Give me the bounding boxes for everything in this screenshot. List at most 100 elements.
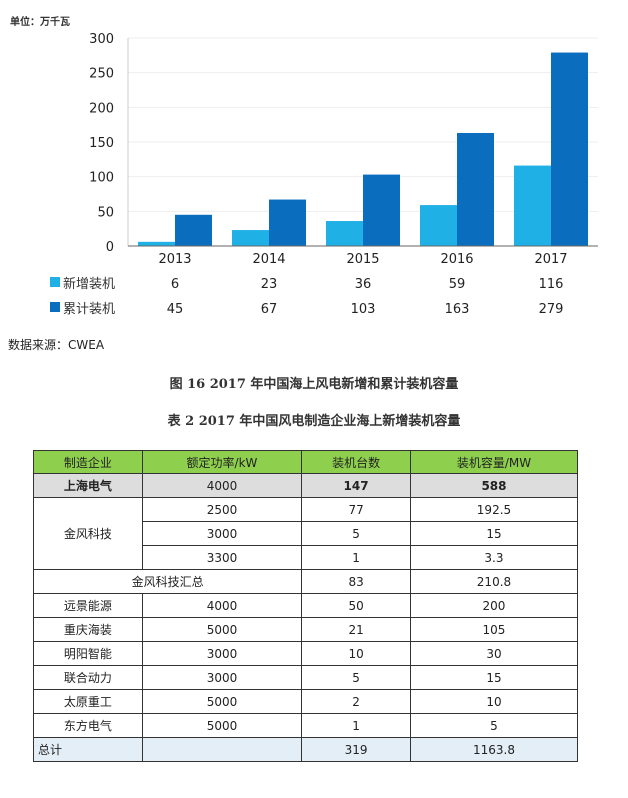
bar-2013-new xyxy=(138,241,175,246)
legend-swatch xyxy=(50,277,60,287)
legend-label: 新增装机 xyxy=(63,276,115,292)
cell: 30 xyxy=(409,641,579,666)
table-row: 金风科技 2500 77 192.5 xyxy=(33,497,579,570)
table-row: 太原重工 5000 2 10 xyxy=(33,689,579,714)
cell: 2 xyxy=(301,689,411,714)
y-tick-label: 300 xyxy=(89,32,114,47)
bar-2015-new xyxy=(326,221,363,246)
cell: 5 xyxy=(301,665,411,690)
cell: 210.8 xyxy=(409,569,579,594)
table-row: 重庆海装 5000 21 105 xyxy=(33,617,579,642)
cell: 1 xyxy=(301,713,411,738)
cell: 319 xyxy=(301,737,411,762)
cell: 金风科技汇总 xyxy=(32,569,303,594)
cell: 2500 xyxy=(141,497,303,522)
data-label: 103 xyxy=(351,302,376,317)
data-label: 36 xyxy=(355,277,372,292)
figure-caption: 图 16 2017 年中国海上风电新增和累计装机容量 xyxy=(169,377,459,392)
cell: 4000 xyxy=(141,593,303,618)
x-tick-label: 2016 xyxy=(440,252,473,267)
legend-swatch xyxy=(50,302,60,312)
table-caption: 表 2 2017 年中国风电制造企业海上新增装机容量 xyxy=(167,414,461,429)
x-tick-label: 2015 xyxy=(346,252,379,267)
y-tick-label: 0 xyxy=(106,240,114,255)
bar-2013-cumulative xyxy=(175,214,212,246)
cell: 远景能源 xyxy=(33,593,143,618)
total-row: 总计 319 1163.8 xyxy=(33,737,579,762)
table-row: 远景能源 4000 50 200 xyxy=(33,593,579,618)
cell: 10 xyxy=(301,641,411,666)
bar-2016-new xyxy=(420,205,457,246)
cell: 5000 xyxy=(141,689,303,714)
x-tick-label: 2013 xyxy=(158,252,191,267)
cell: 4000 xyxy=(141,473,303,498)
cell: 3000 xyxy=(141,641,303,666)
cell: 21 xyxy=(301,617,411,642)
bar-2015-cumulative xyxy=(363,174,400,246)
bar-2016-cumulative xyxy=(457,132,494,246)
cell: 200 xyxy=(409,593,579,618)
table-header: 制造企业 额定功率/kW 装机台数 装机容量/MW xyxy=(33,450,579,474)
header-cell: 装机台数 xyxy=(301,450,411,474)
cell: 105 xyxy=(409,617,579,642)
table-row: 东方电气 5000 1 5 xyxy=(33,713,579,738)
y-tick-label: 200 xyxy=(89,101,114,116)
header-cell: 制造企业 xyxy=(33,450,143,474)
cell: 10 xyxy=(409,689,579,714)
header-cell: 装机容量/MW xyxy=(409,450,579,474)
cell: 192.5 xyxy=(409,497,579,522)
bar-2014-new xyxy=(232,230,269,246)
cell: 5 xyxy=(409,713,579,738)
cell: 东方电气 xyxy=(33,713,143,738)
cell: 588 xyxy=(409,473,579,498)
data-label: 45 xyxy=(167,302,184,317)
table-row: 3300 1 3.3 xyxy=(34,545,579,570)
y-tick-label: 50 xyxy=(97,205,114,220)
legend-label: 累计装机 xyxy=(63,302,115,317)
cell xyxy=(141,737,303,762)
table-row: 3000 5 15 xyxy=(34,521,579,546)
cell: 3000 xyxy=(141,665,303,690)
cell: 太原重工 xyxy=(33,689,143,714)
cell: 重庆海装 xyxy=(33,617,143,642)
table-row: 上海电气 4000 147 588 xyxy=(33,473,579,498)
data-label: 279 xyxy=(539,302,564,317)
cell: 1163.8 xyxy=(409,737,579,762)
cell: 明阳智能 xyxy=(33,641,143,666)
bar-2014-cumulative xyxy=(269,199,306,246)
cell: 总计 xyxy=(33,737,143,762)
header-cell: 额定功率/kW xyxy=(141,450,303,474)
bar-2017-new xyxy=(514,165,551,246)
cell: 金风科技 xyxy=(33,497,143,570)
data-label: 23 xyxy=(261,277,278,292)
cell: 5000 xyxy=(141,617,303,642)
cell: 3300 xyxy=(141,545,303,570)
x-tick-label: 2017 xyxy=(534,252,567,267)
data-label: 6 xyxy=(171,277,179,292)
cell: 3.3 xyxy=(409,545,579,570)
cell: 77 xyxy=(301,497,411,522)
cell: 5000 xyxy=(141,713,303,738)
x-tick-label: 2014 xyxy=(252,252,285,267)
table-row: 联合动力 3000 5 15 xyxy=(33,665,579,690)
cell: 15 xyxy=(409,521,579,546)
cell: 1 xyxy=(301,545,411,570)
y-tick-label: 150 xyxy=(89,136,114,151)
y-tick-label: 250 xyxy=(89,67,114,82)
cell: 83 xyxy=(301,569,411,594)
cell: 5 xyxy=(301,521,411,546)
table-row: 明阳智能 3000 10 30 xyxy=(33,641,579,666)
unit-label: 单位：万千瓦 xyxy=(10,15,70,28)
data-label: 163 xyxy=(445,302,470,317)
data-label: 116 xyxy=(539,277,564,292)
cell: 联合动力 xyxy=(33,665,143,690)
cell: 50 xyxy=(301,593,411,618)
bar-2017-cumulative xyxy=(551,52,588,247)
table-row: 金风科技汇总 83 210.8 xyxy=(32,569,579,594)
y-tick-label: 100 xyxy=(89,171,114,186)
data-source: 数据来源：CWEA xyxy=(8,338,105,352)
data-label: 59 xyxy=(449,277,466,292)
cell: 上海电气 xyxy=(33,473,143,498)
cell: 147 xyxy=(301,473,411,498)
data-label: 67 xyxy=(261,302,278,317)
